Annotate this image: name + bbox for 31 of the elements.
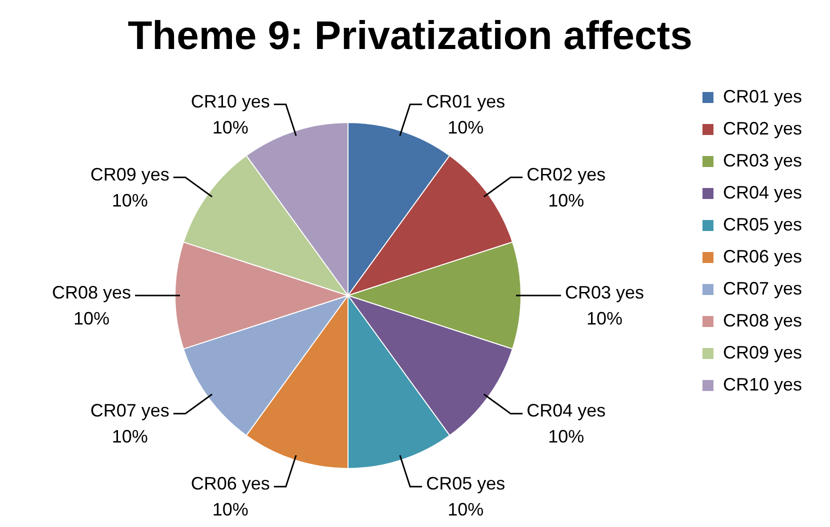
data-label: 10% xyxy=(112,190,148,210)
slice-label: CR03 yes xyxy=(564,282,644,302)
data-label: 10% xyxy=(548,426,584,447)
slice-label: CR07 yes xyxy=(90,400,170,421)
slice-label: CR04 yes xyxy=(526,400,606,421)
legend-label: CR04 yes xyxy=(722,182,802,202)
legend-label: CR03 yes xyxy=(722,150,802,170)
legend-label: CR08 yes xyxy=(722,310,802,330)
slice-label: CR05 yes xyxy=(426,474,506,494)
legend-label: CR06 yes xyxy=(722,246,802,266)
data-label: 10% xyxy=(212,117,248,138)
legend-label: CR01 yes xyxy=(722,86,802,106)
slice-label: CR09 yes xyxy=(90,164,170,184)
slice-label: CR08 yes xyxy=(52,282,131,302)
legend-label: CR09 yes xyxy=(722,342,802,362)
legend-label: CR07 yes xyxy=(722,278,802,298)
chart-title: Theme 9: Privatization affects xyxy=(128,14,692,58)
data-label: 10% xyxy=(212,500,248,520)
slice-label: CR10 yes xyxy=(190,91,270,112)
data-label: 10% xyxy=(448,500,484,520)
legend-label: CR10 yes xyxy=(722,374,802,394)
data-label: 10% xyxy=(112,426,148,447)
slice-label: CR06 yes xyxy=(190,474,270,494)
slice-label: CR02 yes xyxy=(526,164,606,184)
data-label: 10% xyxy=(586,308,623,328)
legend-label: CR05 yes xyxy=(722,214,802,234)
data-label: 10% xyxy=(448,117,484,138)
data-label: 10% xyxy=(548,190,584,210)
legend-label: CR02 yes xyxy=(722,118,802,138)
data-label: 10% xyxy=(73,308,110,328)
slice-label: CR01 yes xyxy=(426,91,506,112)
